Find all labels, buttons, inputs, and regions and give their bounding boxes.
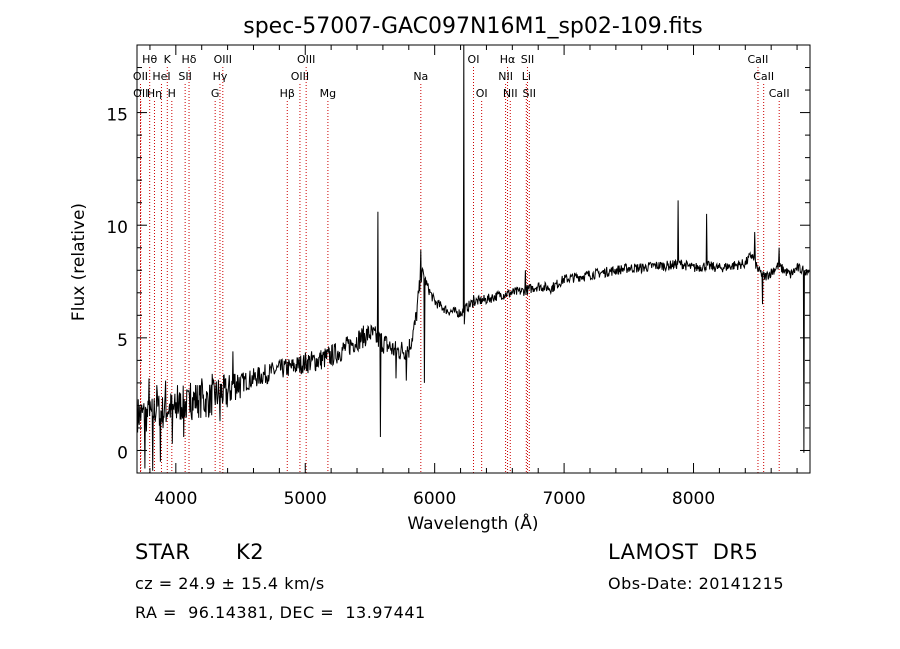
line-label: NII <box>503 87 518 100</box>
x-tick-label: 5000 <box>284 489 327 509</box>
line-label: OII <box>133 70 148 83</box>
chart-title: spec-57007-GAC097N16M1_sp02-109.fits <box>243 14 703 39</box>
spectrum-layer <box>137 44 810 471</box>
line-label: OI <box>468 53 480 66</box>
y-tick-label: 10 <box>106 218 128 238</box>
line-markers <box>139 67 780 473</box>
object-class: STAR <box>135 540 191 564</box>
line-label: OIII <box>291 70 309 83</box>
redshift-cz: cz = 24.9 ± 15.4 km/s <box>135 574 325 593</box>
y-axis-label: Flux (relative) <box>69 203 89 321</box>
x-axis: 4000 5000 6000 7000 8000 <box>149 45 798 509</box>
line-label: OIII <box>214 53 232 66</box>
x-tick-label: 8000 <box>672 489 715 509</box>
y-tick-label: 15 <box>106 106 128 126</box>
spectrum-line <box>137 44 810 471</box>
line-label: Hη <box>147 87 162 100</box>
line-label: Mg <box>320 87 336 100</box>
line-label: Hθ <box>142 53 157 66</box>
x-axis-label: Wavelength (Å) <box>407 512 538 534</box>
line-label: SII <box>523 87 536 100</box>
line-label: OI <box>476 87 488 100</box>
line-labels: Hθ K Hδ OIII OIII OI Hα SII CaII OII HeI SII Hγ OIII N… <box>133 53 790 100</box>
obs-date: Obs-Date: 20141215 <box>608 574 785 593</box>
survey-name: LAMOST DR5 <box>608 540 759 564</box>
line-label: CaII <box>748 53 769 66</box>
line-label: Hβ <box>280 87 295 100</box>
line-label: SII <box>178 70 191 83</box>
ra-dec: RA = 96.14381, DEC = 13.97441 <box>135 603 426 622</box>
object-subclass: K2 <box>236 540 265 564</box>
line-label: Hγ <box>213 70 228 83</box>
line-label: NII <box>498 70 513 83</box>
line-label: Na <box>413 70 428 83</box>
line-label: CaII <box>769 87 790 100</box>
x-tick-label: 4000 <box>154 489 197 509</box>
y-tick-label: 5 <box>117 331 128 351</box>
x-tick-label: 7000 <box>542 489 585 509</box>
line-label: CaII <box>753 70 774 83</box>
y-axis: 0 5 10 15 <box>106 44 810 474</box>
line-label: K <box>164 53 172 66</box>
line-label: SII <box>521 53 534 66</box>
y-tick-label: 0 <box>117 443 128 463</box>
line-label: HeI <box>152 70 170 83</box>
line-label: OIII <box>297 53 315 66</box>
line-label: H <box>168 87 176 100</box>
plot-frame <box>136 44 811 474</box>
line-label: G <box>211 87 220 100</box>
line-label: Hα <box>500 53 516 66</box>
line-label: Li <box>522 70 531 83</box>
x-tick-label: 6000 <box>413 489 456 509</box>
line-label: Hδ <box>182 53 197 66</box>
